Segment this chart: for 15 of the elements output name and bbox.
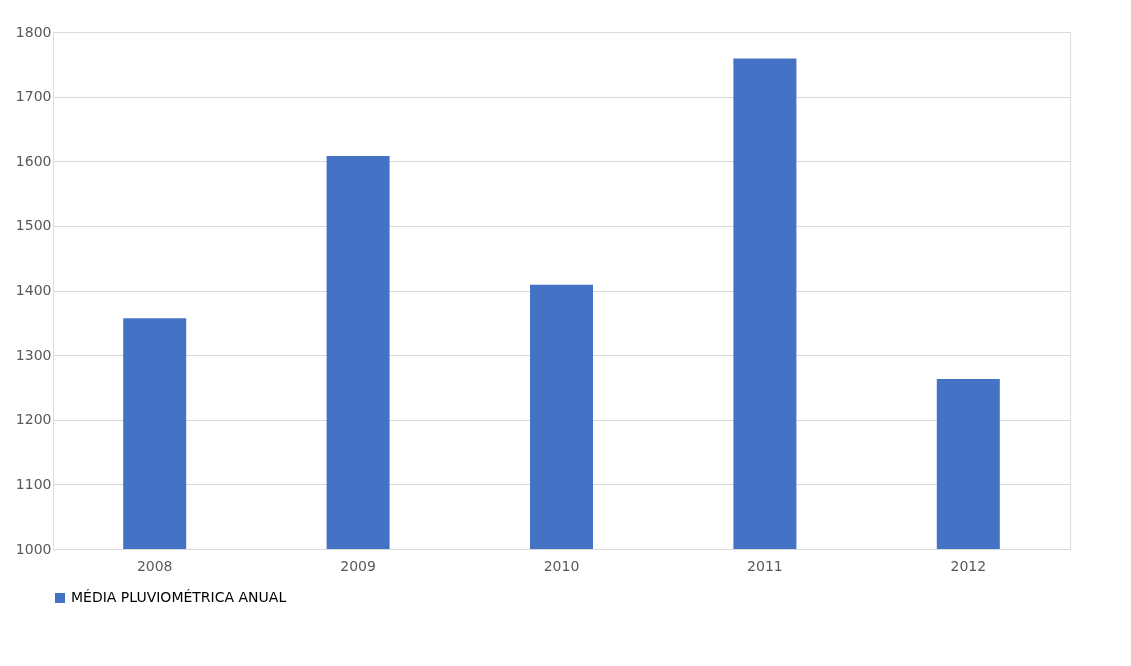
y-tick-label: 1400 bbox=[15, 282, 52, 298]
y-tick-label: 1300 bbox=[15, 346, 52, 363]
x-tick-label: 2011 bbox=[747, 557, 783, 574]
y-tick-label: 1200 bbox=[15, 411, 52, 428]
y-tick-label: 1500 bbox=[15, 217, 52, 234]
y-tick-label: 1700 bbox=[15, 88, 52, 105]
legend-label: MÉDIA PLUVIOMÉTRICA ANUAL bbox=[71, 589, 287, 605]
y-tick-label: 1000 bbox=[15, 540, 52, 557]
x-tick-label: 2009 bbox=[340, 557, 376, 574]
x-tick-label: 2012 bbox=[950, 557, 987, 574]
x-tick-label: 2010 bbox=[543, 557, 580, 574]
x-tick-label: 2008 bbox=[136, 557, 173, 574]
y-tick-label: 1600 bbox=[15, 152, 52, 169]
y-tick-label: 1100 bbox=[15, 475, 52, 492]
y-tick-label: 1800 bbox=[15, 23, 52, 40]
